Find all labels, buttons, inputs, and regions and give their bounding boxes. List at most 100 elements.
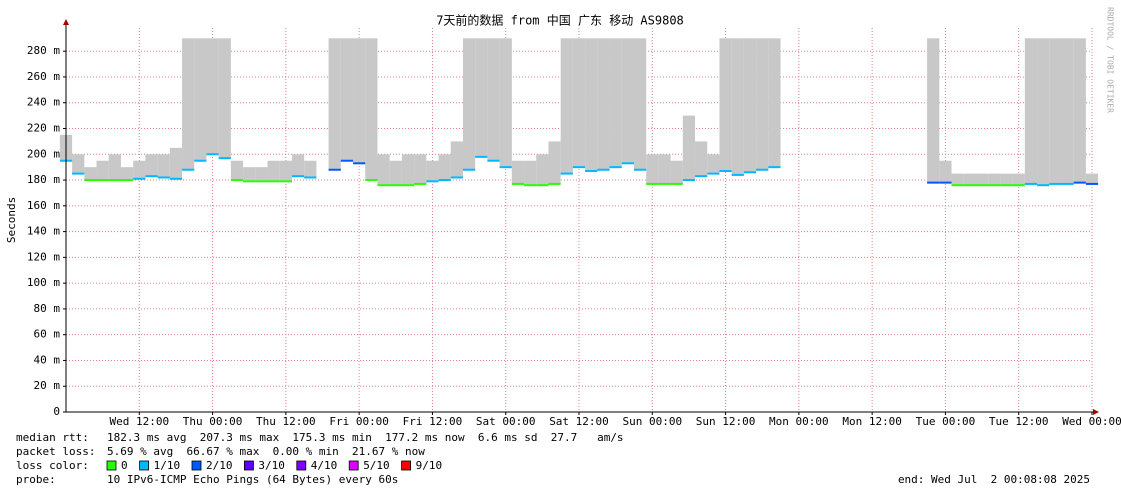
y-tick-label: 140 m — [27, 225, 60, 238]
smoke — [72, 154, 85, 174]
smoke — [328, 38, 341, 170]
legend-swatch — [348, 460, 359, 471]
axis-arrow — [1093, 409, 1099, 415]
smoke — [609, 38, 622, 168]
x-tick-label: Fri 12:00 — [403, 415, 463, 428]
smoke — [975, 173, 989, 186]
axis-arrow — [63, 19, 69, 25]
smoke — [621, 38, 634, 164]
y-tick-label: 180 m — [27, 173, 60, 186]
smoke — [389, 160, 402, 186]
x-tick-label: Fri 00:00 — [329, 415, 389, 428]
probe-label: probe: — [16, 473, 56, 486]
legend-entry: 0 — [121, 459, 128, 472]
x-tick-label: Mon 00:00 — [769, 415, 829, 428]
smoke — [670, 160, 683, 184]
x-tick-label: Sat 00:00 — [476, 415, 536, 428]
end-time: end: Wed Jul 2 00:08:08 2025 — [898, 473, 1090, 486]
smoke — [475, 38, 488, 157]
y-tick-label: 80 m — [34, 302, 61, 315]
x-tick-label: Sun 00:00 — [622, 415, 682, 428]
legend-swatch — [296, 460, 307, 471]
smoke — [1012, 173, 1025, 186]
smoke — [963, 173, 976, 186]
smoke — [988, 173, 1001, 186]
smoke — [206, 38, 219, 155]
y-tick-label: 220 m — [27, 122, 60, 135]
legend-entry: 2/10 — [206, 459, 233, 472]
x-tick-label: Wed 12:00 — [109, 415, 169, 428]
smoke — [548, 141, 561, 184]
smoke — [707, 154, 720, 174]
x-tick-label: Wed 00:00 — [1062, 415, 1121, 428]
y-tick-label: 120 m — [27, 250, 60, 263]
legend-entry: 5/10 — [363, 459, 390, 472]
smoke — [426, 160, 439, 182]
smoke — [756, 38, 769, 170]
legend-swatch — [191, 460, 202, 471]
y-tick-label: 0 — [53, 405, 60, 418]
y-tick-label: 200 m — [27, 147, 60, 160]
smoke — [279, 160, 292, 182]
smoke — [414, 154, 427, 184]
smoke — [499, 38, 512, 168]
smoke — [96, 160, 109, 181]
smoke — [1000, 173, 1013, 186]
y-tick-label: 60 m — [34, 328, 61, 341]
smoke — [291, 154, 305, 177]
smoke — [84, 167, 97, 181]
smoke — [633, 38, 647, 170]
smoke — [1061, 38, 1074, 184]
legend-swatch — [243, 460, 254, 471]
smoke — [133, 160, 146, 179]
smoke — [194, 38, 207, 161]
legend-swatch — [106, 460, 117, 471]
legend-entry: 3/10 — [258, 459, 285, 472]
probe: 10 IPv6-ICMP Echo Pings (64 Bytes) every… — [107, 473, 398, 486]
smoke — [120, 167, 134, 181]
smoke — [353, 38, 366, 164]
smoke — [218, 38, 231, 159]
side-label: RRDTOOL / TOBI OETIKER — [1106, 7, 1115, 113]
smoke — [927, 38, 940, 183]
smoke — [487, 38, 500, 161]
median-stats: 182.3 ms avg 207.3 ms max 175.3 ms min 1… — [107, 431, 624, 444]
x-tick-label: Thu 00:00 — [183, 415, 243, 428]
smoke — [597, 38, 610, 170]
smoke — [438, 154, 451, 181]
smoke — [1085, 173, 1099, 184]
smoke — [768, 38, 781, 168]
smoke — [182, 38, 195, 170]
smoke — [108, 154, 121, 181]
smoke — [536, 154, 549, 186]
y-tick-label: 240 m — [27, 96, 60, 109]
y-tick-label: 160 m — [27, 199, 60, 212]
smoke — [450, 141, 463, 178]
smoke — [145, 154, 158, 177]
smoke — [646, 154, 659, 184]
smoke — [695, 141, 708, 177]
legend-entry: 1/10 — [154, 459, 181, 472]
smoke — [169, 147, 183, 179]
smoke — [462, 38, 476, 170]
smoke — [377, 154, 390, 186]
x-tick-label: Mon 12:00 — [842, 415, 902, 428]
smoke — [1024, 38, 1038, 184]
smoke — [401, 154, 415, 186]
packet-loss-stats: 5.69 % avg 66.67 % max 0.00 % min 21.67 … — [107, 445, 425, 458]
smoke — [304, 160, 317, 178]
smoke — [365, 38, 378, 181]
smoke — [255, 167, 268, 182]
smoke — [157, 154, 170, 178]
smoke — [511, 160, 525, 184]
smoke — [230, 160, 244, 181]
smoke — [524, 160, 537, 186]
y-axis-label: Seconds — [5, 197, 18, 243]
smoke — [1073, 38, 1086, 183]
x-tick-label: Sun 12:00 — [696, 415, 756, 428]
x-tick-label: Tue 12:00 — [989, 415, 1049, 428]
smoke — [939, 160, 952, 183]
y-tick-label: 20 m — [34, 379, 61, 392]
legend-label: median rtt: — [16, 431, 89, 444]
